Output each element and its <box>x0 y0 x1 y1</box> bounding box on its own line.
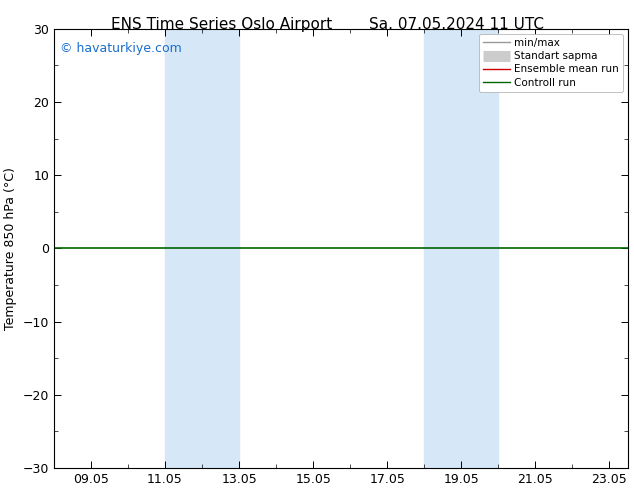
Text: © havaturkiye.com: © havaturkiye.com <box>60 42 181 55</box>
Text: ENS Time Series Oslo Airport: ENS Time Series Oslo Airport <box>112 17 332 32</box>
Bar <box>424 29 498 468</box>
Text: Sa. 07.05.2024 11 UTC: Sa. 07.05.2024 11 UTC <box>369 17 544 32</box>
Y-axis label: Temperature 850 hPa (°C): Temperature 850 hPa (°C) <box>4 167 17 330</box>
Legend: min/max, Standart sapma, Ensemble mean run, Controll run: min/max, Standart sapma, Ensemble mean r… <box>479 34 623 92</box>
Bar <box>165 29 239 468</box>
